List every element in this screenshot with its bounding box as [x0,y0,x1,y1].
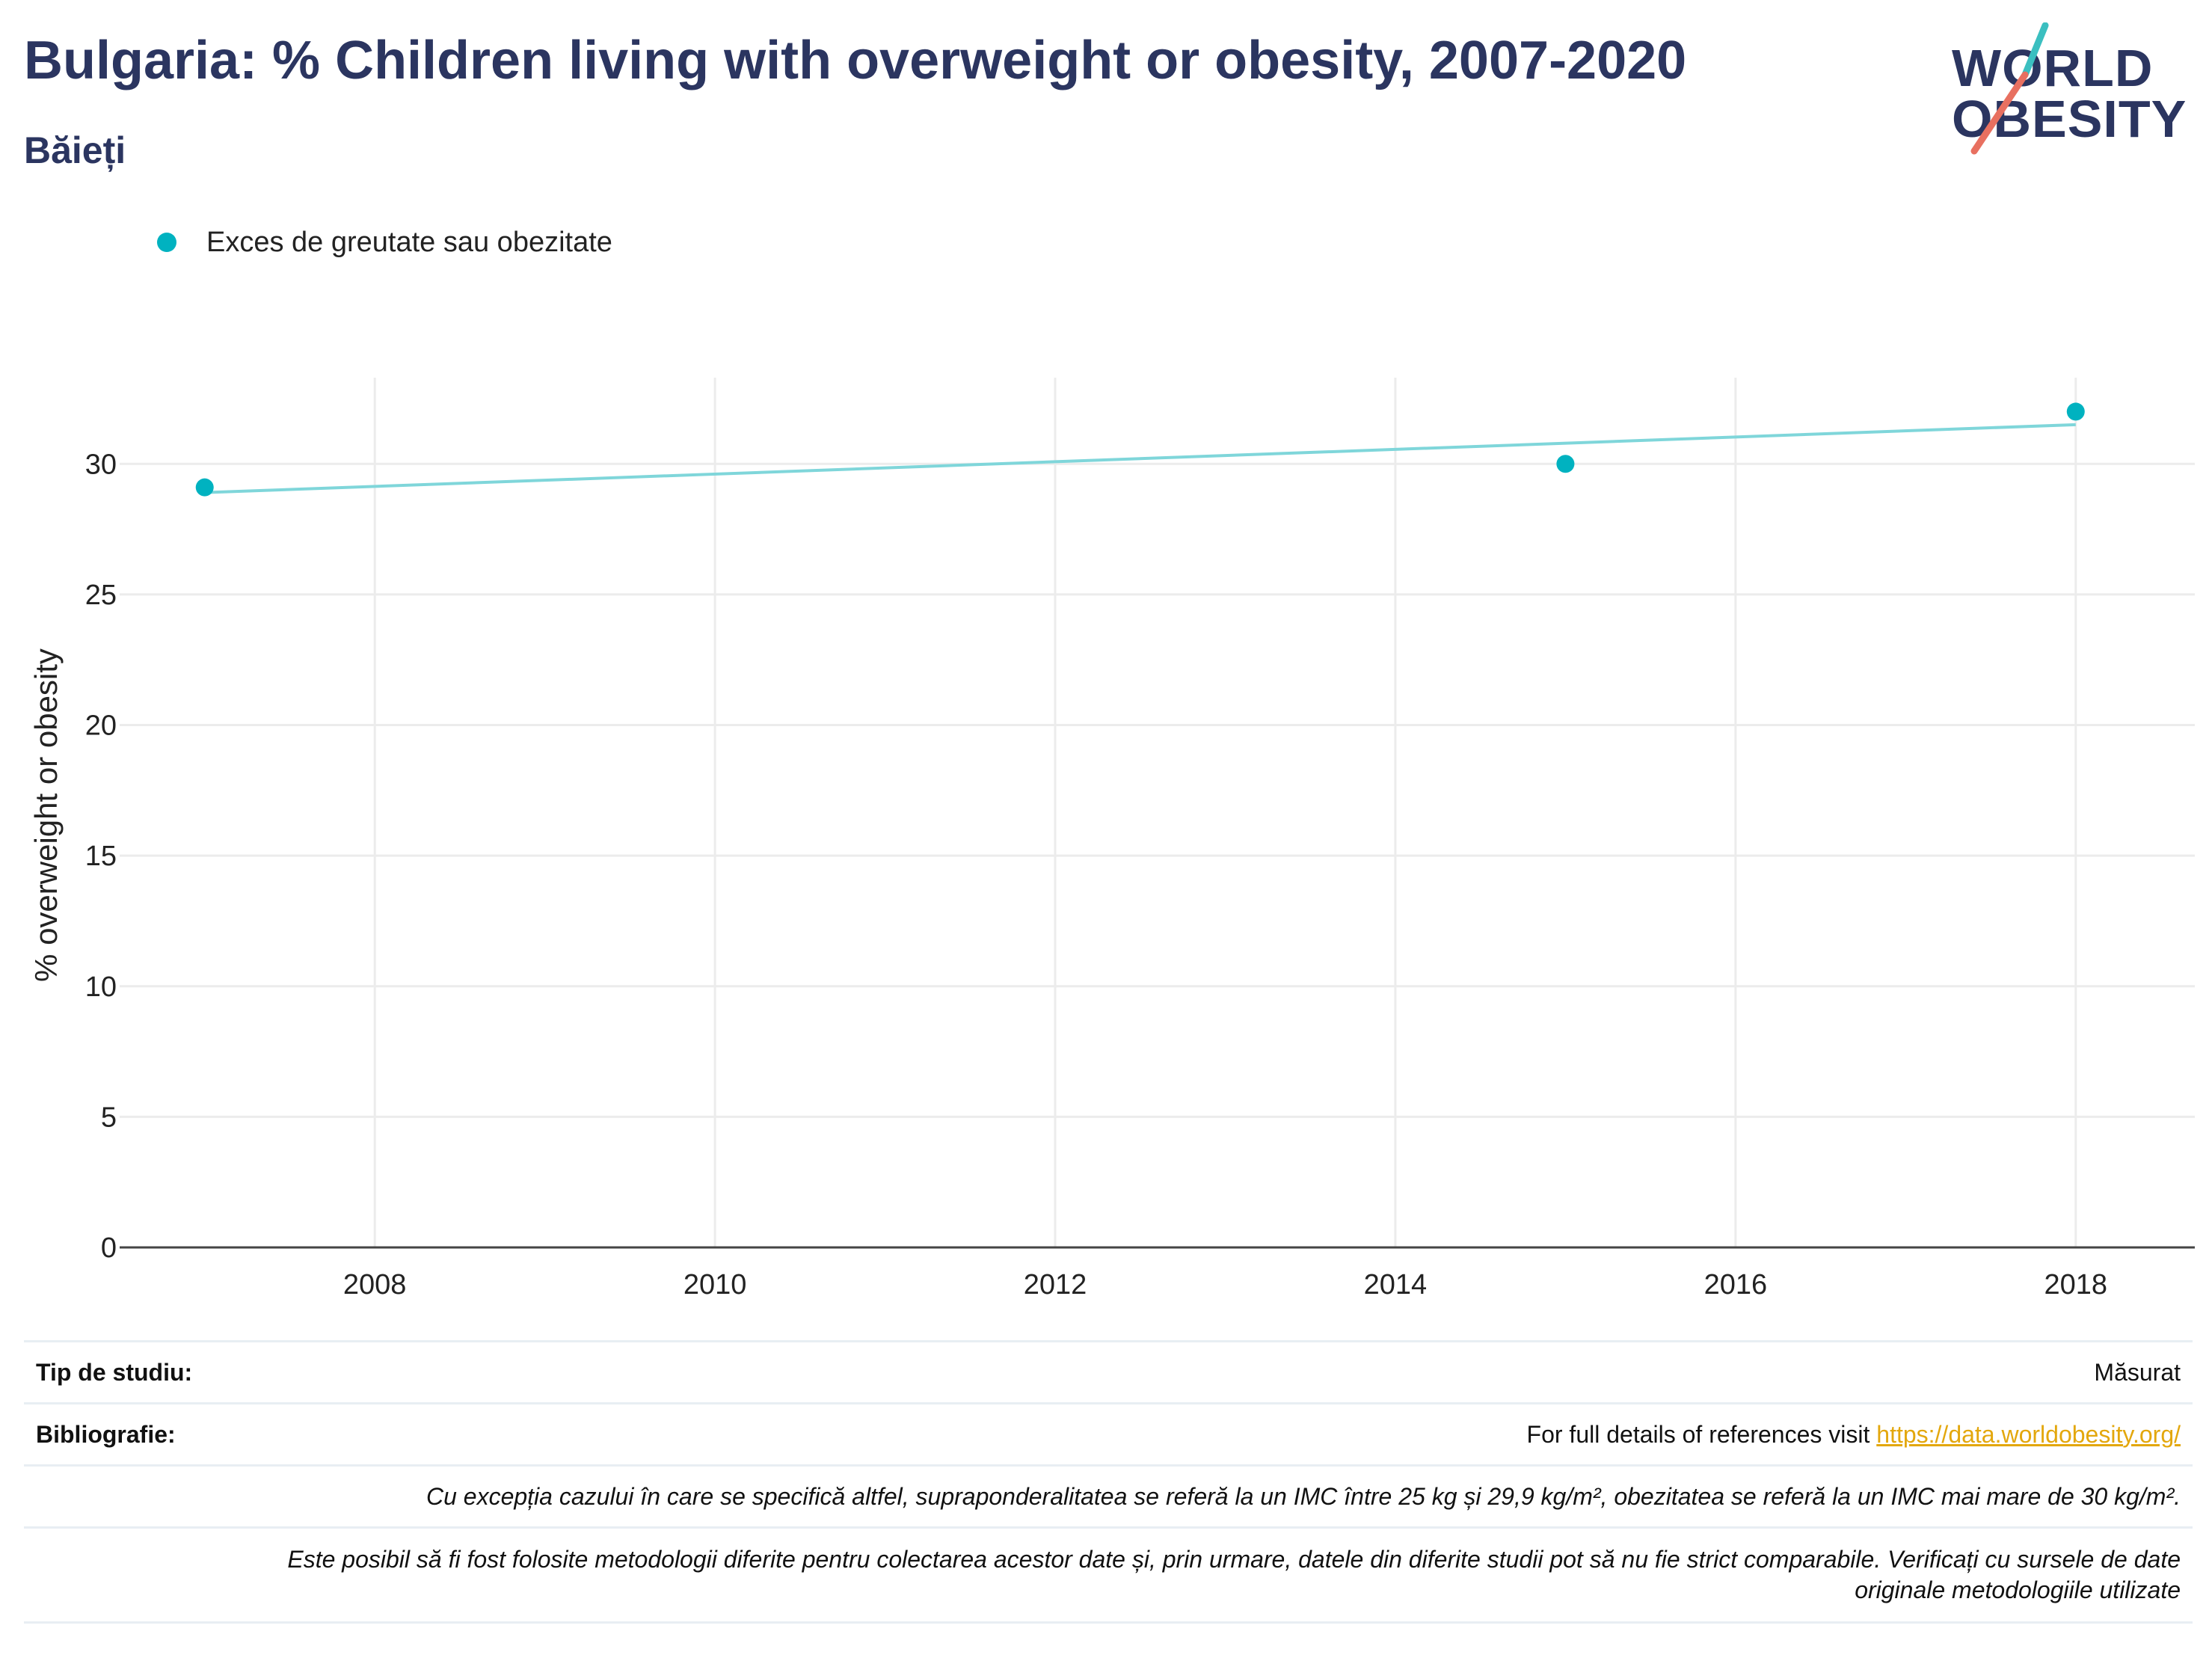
study-type-value: Măsurat [2094,1358,2181,1386]
y-axis-title: % overweight or obesity [28,648,64,982]
data-point [195,478,214,497]
x-tick-label: 2014 [1364,1269,1428,1301]
footer-row-study-type: Tip de studiu: Măsurat [24,1340,2193,1402]
bmi-note: Cu excepția cazului în care se specifică… [425,1482,2181,1510]
methods-note: Este posibil să fi fost folosite metodol… [36,1544,2181,1606]
x-tick-label: 2010 [683,1269,747,1301]
trend-line [204,423,2076,494]
y-tick-label: 25 [85,580,117,611]
bibliography-link[interactable]: https://data.worldobesity.org/ [1876,1420,2181,1448]
y-tick-label: 20 [85,710,117,742]
legend-marker [157,233,176,252]
world-obesity-logo: WORLD OBESITY [1952,22,2206,157]
footer-row-bibliography: Bibliografie: For full details of refere… [24,1402,2193,1464]
x-tick-label: 2018 [2044,1269,2108,1301]
chart-subtitle: Băieți [24,129,126,171]
logo-text-world: WORLD [1952,39,2154,97]
methods-note-line2: originale metodologiile utilizate [1855,1576,2181,1603]
logo-text-obesity: OBESITY [1952,90,2187,148]
chart-title: Bulgaria: % Children living with overwei… [24,31,1687,90]
footer-row-bmi-note: Cu excepția cazului în care se specifică… [24,1464,2193,1526]
chart-plot-area: 0 5 10 15 20 25 30 2008 2010 2012 2014 2016 2018 [85,378,2195,1301]
data-point [1556,455,1575,473]
study-type-label: Tip de studiu: [36,1358,193,1386]
y-tick-label: 0 [101,1232,117,1264]
x-tick-label: 2008 [343,1269,407,1301]
methods-note-line1: Este posibil să fi fost folosite metodol… [287,1546,2181,1573]
legend-label: Exces de greutate sau obezitate [206,226,612,258]
y-tick-label: 15 [85,841,117,872]
bibliography-label: Bibliografie: [36,1420,176,1448]
bibliography-value: For full details of references visit htt… [1527,1421,2181,1449]
x-tick-label: 2016 [1704,1269,1768,1301]
logo-slash-icon [1970,22,2049,155]
bibliography-text: For full details of references visit [1526,1420,1877,1448]
y-tick-label: 30 [85,449,117,480]
y-tick-label: 5 [101,1102,117,1133]
y-tick-label: 10 [85,971,117,1003]
chart-legend: Exces de greutate sau obezitate [157,224,612,260]
x-tick-label: 2012 [1024,1269,1087,1301]
footer-row-methods-note: Este posibil să fi fost folosite metodol… [24,1526,2193,1624]
chart-footer: Tip de studiu: Măsurat Bibliografie: For… [24,1340,2193,1624]
data-point [2066,402,2085,421]
